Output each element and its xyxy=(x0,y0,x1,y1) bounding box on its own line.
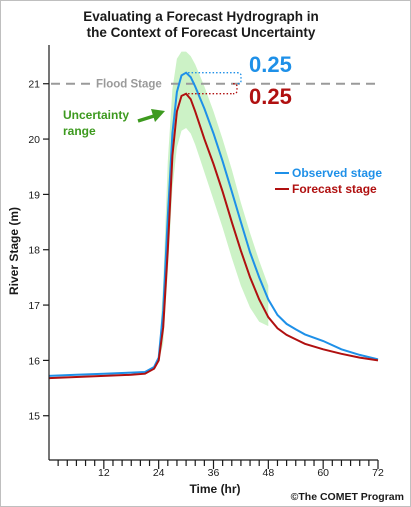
y-tick-label: 15 xyxy=(28,411,40,423)
uncertainty-arrow xyxy=(137,109,165,123)
y-axis-title: River Stage (m) xyxy=(7,207,21,295)
forecast-error-value: 0.25 xyxy=(249,84,292,109)
uncertainty-arrow-shaft xyxy=(137,114,155,123)
legend-observed-label: Observed stage xyxy=(292,166,382,180)
x-tick-label: 60 xyxy=(317,467,329,479)
y-axis-ticks: 15 16 17 18 19 20 21 xyxy=(28,79,49,423)
y-tick-label: 18 xyxy=(28,245,40,257)
credit-text: ©The COMET Program xyxy=(291,491,404,503)
forecast-stage-line xyxy=(48,92,379,380)
plot-area: Flood Stage 0.25 0.25 Uncertainty range … xyxy=(48,51,382,380)
observed-error-bracket xyxy=(236,72,242,85)
y-tick-label: 16 xyxy=(28,355,40,367)
y-tick-label: 19 xyxy=(28,189,40,201)
uncertainty-label-line-2: range xyxy=(63,124,96,138)
x-tick-label: 36 xyxy=(208,467,220,479)
uncertainty-arrow-head xyxy=(151,109,165,122)
x-tick-label: 24 xyxy=(153,467,165,479)
x-tick-label: 72 xyxy=(372,467,384,479)
y-tick-label: 21 xyxy=(28,79,40,91)
x-tick-label: 12 xyxy=(98,467,110,479)
x-axis-title: Time (hr) xyxy=(189,482,240,496)
legend: Observed stage Forecast stage xyxy=(275,166,382,196)
chart-title-line-2: the Context of Forecast Uncertainty xyxy=(87,25,316,40)
forecast-error-bracket xyxy=(232,83,238,95)
flood-stage-label-bg xyxy=(90,76,166,91)
chart-title-line-1: Evaluating a Forecast Hydrograph in xyxy=(83,9,319,24)
x-tick-label: 48 xyxy=(262,467,274,479)
flood-stage-label: Flood Stage xyxy=(96,79,162,91)
uncertainty-label-line-1: Uncertainty xyxy=(63,108,129,122)
y-tick-label: 20 xyxy=(28,134,40,146)
x-axis-ticks: 12 24 36 48 60 72 xyxy=(57,460,384,479)
y-tick-label: 17 xyxy=(28,300,40,312)
axes: 15 16 17 18 19 20 21 12 24 36 48 60 72 xyxy=(28,45,384,479)
uncertainty-band xyxy=(158,51,269,362)
observed-error-value: 0.25 xyxy=(249,52,292,77)
legend-forecast-label: Forecast stage xyxy=(292,182,377,196)
